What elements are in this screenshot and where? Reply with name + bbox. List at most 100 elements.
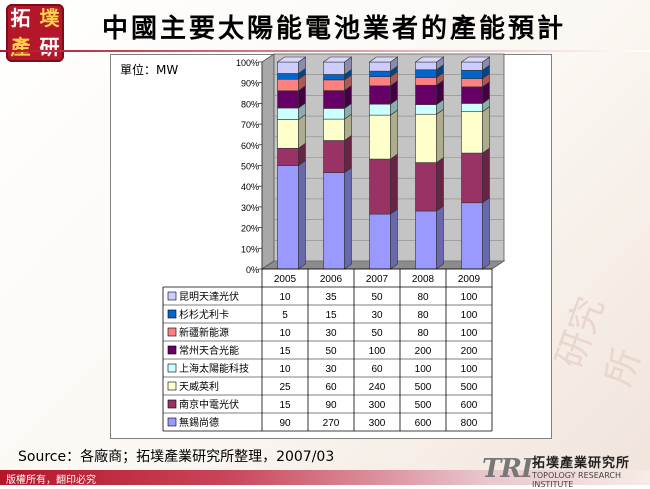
- bar-top: [414, 56, 445, 63]
- data-label: 50: [325, 346, 337, 357]
- bar-segment: [369, 85, 391, 105]
- bar-segment: [461, 86, 483, 104]
- copyright-text: 版權所有，翻印必究: [6, 475, 96, 486]
- logo-char: 墣: [39, 6, 60, 30]
- bar-segment: [415, 104, 437, 115]
- data-label: 25: [279, 382, 291, 393]
- bar-segment: [415, 210, 437, 270]
- chart-side-wall: [261, 53, 275, 270]
- category-label: 2005: [274, 274, 297, 285]
- data-label: 30: [371, 310, 383, 321]
- data-label: 90: [279, 418, 291, 429]
- category-label: 2008: [412, 274, 435, 285]
- data-label: 80: [417, 292, 429, 303]
- y-tick-label: 60%: [241, 141, 259, 151]
- legend-label: 無錫尚德: [179, 416, 219, 429]
- logo-char: 拓: [10, 6, 31, 30]
- bar-segment: [323, 118, 345, 141]
- data-label: 200: [461, 346, 478, 357]
- data-label: 60: [371, 364, 383, 375]
- bar-segment: [369, 114, 391, 160]
- data-label: 60: [325, 382, 337, 393]
- data-label: 300: [369, 400, 386, 411]
- data-label: 800: [461, 418, 478, 429]
- bar-segment: [461, 202, 483, 270]
- data-label: 15: [279, 346, 291, 357]
- bar-segment: [415, 61, 437, 71]
- legend-swatch: [167, 417, 177, 427]
- bar-segment-side: [482, 106, 490, 154]
- y-tick-label: 20%: [241, 224, 259, 234]
- bar-segment: [323, 90, 345, 109]
- category-label: 2007: [366, 274, 389, 285]
- legend-swatch: [167, 399, 177, 409]
- bar-segment-side: [482, 147, 490, 204]
- bar-segment: [277, 90, 299, 109]
- bar-top: [322, 56, 353, 63]
- category-label: 2009: [458, 274, 481, 285]
- y-tick-label: 30%: [241, 203, 259, 213]
- bar-segment: [369, 158, 391, 215]
- brand-logo: 拓 墣 產 研: [6, 4, 64, 62]
- bar-top: [368, 56, 399, 63]
- data-label: 600: [461, 400, 478, 411]
- data-label: 80: [417, 328, 429, 339]
- data-label: 80: [417, 310, 429, 321]
- bar-segment: [277, 73, 299, 80]
- slide-title: 中國主要太陽能電池業者的產能預計: [102, 14, 567, 44]
- bar-segment: [277, 147, 299, 166]
- bar-segment: [461, 78, 483, 88]
- data-label: 600: [415, 418, 432, 429]
- y-tick-label: 10%: [241, 244, 259, 254]
- legend-label: 杉杉尤利卡: [179, 308, 229, 321]
- bar-segment-side: [390, 109, 398, 160]
- title-divider: [0, 50, 650, 52]
- y-tick-label: 90%: [241, 79, 259, 89]
- legend-label: 天威英利: [179, 380, 219, 393]
- legend-label: 新疆新能源: [179, 326, 229, 339]
- tri-logo: TRI: [482, 454, 533, 484]
- tri-logo-text: TRI: [482, 454, 533, 484]
- legend-swatch: [167, 345, 177, 355]
- unit-label: 單位：MW: [120, 63, 179, 77]
- bar-top: [460, 56, 491, 63]
- data-label: 100: [461, 364, 478, 375]
- bar-segment: [369, 61, 391, 72]
- bar-segment-side: [298, 113, 306, 149]
- bar-segment: [369, 76, 391, 87]
- logo-char: 研: [39, 35, 60, 59]
- data-label: 100: [461, 310, 478, 321]
- legend-label: 常州天合光能: [179, 344, 239, 357]
- data-label: 500: [461, 382, 478, 393]
- bar-segment-side: [344, 134, 352, 174]
- bar-segment: [415, 113, 437, 163]
- data-label: 500: [415, 400, 432, 411]
- bar-segment: [415, 84, 437, 105]
- bar-segment: [461, 103, 483, 112]
- y-tick-label: 0%: [246, 265, 259, 275]
- bar-segment-side: [344, 167, 352, 270]
- company-name: 拓墣產業研究所: [532, 456, 631, 471]
- logo-char: 產: [10, 35, 31, 59]
- data-label: 10: [279, 364, 291, 375]
- bar-segment: [415, 69, 437, 78]
- data-label: 90: [325, 400, 337, 411]
- data-label: 50: [371, 292, 383, 303]
- bar-segment: [277, 61, 299, 74]
- bar-segment: [323, 108, 345, 120]
- data-label: 5: [282, 310, 288, 321]
- bar-segment-side: [436, 157, 444, 212]
- data-label: 300: [369, 418, 386, 429]
- bar-segment: [277, 119, 299, 149]
- bar-segment: [323, 79, 345, 91]
- bar-segment-side: [390, 208, 398, 270]
- data-label: 240: [369, 382, 386, 393]
- data-label: 100: [415, 364, 432, 375]
- data-label: 100: [461, 328, 478, 339]
- data-label: 15: [325, 310, 337, 321]
- y-tick-label: 80%: [241, 99, 259, 109]
- bar-segment: [461, 69, 483, 79]
- y-tick-label: 100%: [236, 58, 259, 68]
- legend-swatch: [167, 291, 177, 301]
